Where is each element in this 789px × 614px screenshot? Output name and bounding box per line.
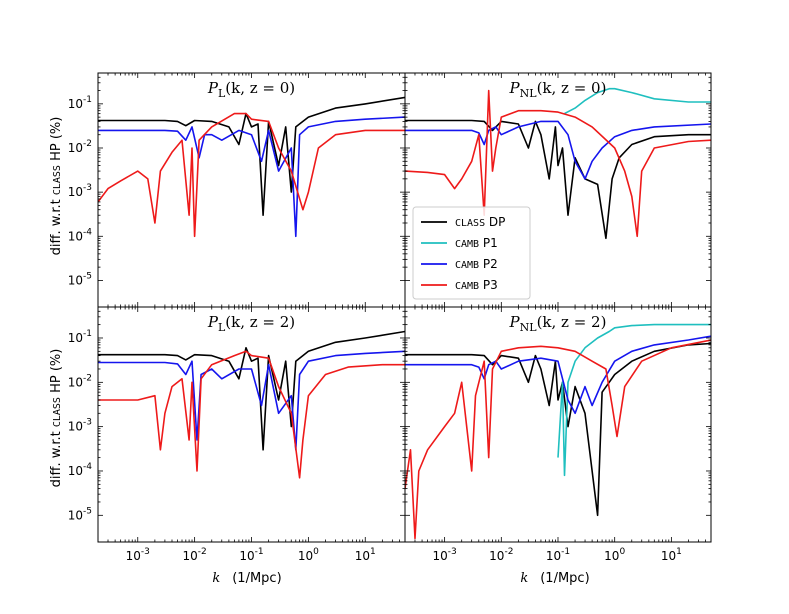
panel-title: PL(k, z = 0) [207, 79, 295, 100]
ticks [98, 306, 406, 542]
panel-frame [97, 72, 406, 308]
legend-box [412, 206, 531, 300]
x-axis-labels: k (1/Mpc) k (1/Mpc) [212, 571, 589, 586]
series-camb-p2 [405, 335, 711, 415]
x-tick-label: 10-3 [432, 547, 456, 563]
x-tick-label: 10-2 [489, 547, 513, 563]
panels: PL(k, z = 0) PNL(k, z = 0) PL(k, z = 2) PNL… [97, 72, 712, 543]
series-camb-p1 [557, 323, 711, 477]
series-group [405, 87, 711, 240]
y-tick-label: 10-1 [68, 95, 92, 111]
panel-title: PNL(k, z = 2) [509, 313, 607, 334]
series-class-dp [405, 342, 711, 517]
series-class-dp [98, 96, 405, 216]
series-camb-p2 [405, 120, 711, 180]
series-group [98, 330, 405, 479]
x-tick-label: 10-2 [182, 547, 206, 563]
series-group [405, 323, 711, 540]
ticks [98, 72, 406, 307]
panel-4: PNL(k, z = 2) [404, 306, 712, 543]
series-camb-p2 [98, 350, 405, 451]
y-tick-label: 10-4 [68, 462, 93, 478]
panel-title: PNL(k, z = 0) [509, 79, 607, 100]
y-tick-label: 10-2 [68, 373, 92, 389]
x-tick-label: 100 [604, 547, 625, 563]
y-tick-label: 10-2 [68, 139, 92, 155]
x-tick-label: 10-3 [126, 547, 150, 563]
y-tick-label: 10-1 [68, 329, 92, 345]
y-tick-label: 10-4 [68, 227, 93, 243]
panel-3: PL(k, z = 2) [97, 306, 406, 543]
series-camb-p3 [98, 350, 405, 479]
x-tick-label: 101 [355, 547, 376, 563]
legend: CLASS DP CAMB P1 CAMB P2 CAMB P3 [412, 206, 531, 300]
y-tick-label: 10-3 [68, 183, 92, 199]
x-axis-label-right: k (1/Mpc) [520, 571, 589, 586]
series-class-dp [98, 330, 405, 451]
panel-frame [97, 306, 406, 543]
y-tick-label: 10-3 [68, 418, 92, 434]
x-tick-label: 10-1 [546, 547, 570, 563]
legend-entry: CAMB P1 [455, 236, 498, 250]
series-group [98, 96, 405, 238]
x-tick-label: 100 [298, 547, 319, 563]
y-axis-label-bottom: diff. w.r.t CLASS HP (%) [49, 349, 64, 488]
y-tick-label: 10-5 [68, 271, 92, 287]
ticks [405, 306, 712, 542]
panel-1: PL(k, z = 0) [97, 72, 406, 308]
tick-labels: 10-5 10-4 10-3 10-2 10-1 10-5 10-4 10-3 10-2 10-1… [68, 95, 682, 563]
series-camb-p2 [98, 116, 405, 238]
series-camb-p3 [98, 112, 405, 238]
y-axis-labels: diff. w.r.t CLASS HP (%) diff. w.r.t CLA… [49, 117, 64, 488]
legend-entry: CAMB P2 [455, 257, 498, 271]
series-camb-p1 [564, 87, 711, 115]
legend-entry: CAMB P3 [455, 278, 498, 292]
y-tick-label: 10-5 [68, 506, 92, 522]
x-tick-label: 101 [661, 547, 682, 563]
y-axis-label-top: diff. w.r.t CLASS HP (%) [49, 117, 64, 256]
panel-title: PL(k, z = 2) [207, 313, 295, 334]
series-camb-p3 [405, 89, 711, 238]
x-tick-label: 10-1 [239, 547, 263, 563]
panel-frame [404, 306, 712, 543]
series-camb-p3 [405, 339, 711, 540]
legend-entry: CLASS DP [455, 215, 505, 229]
x-axis-label-left: k (1/Mpc) [212, 571, 281, 586]
